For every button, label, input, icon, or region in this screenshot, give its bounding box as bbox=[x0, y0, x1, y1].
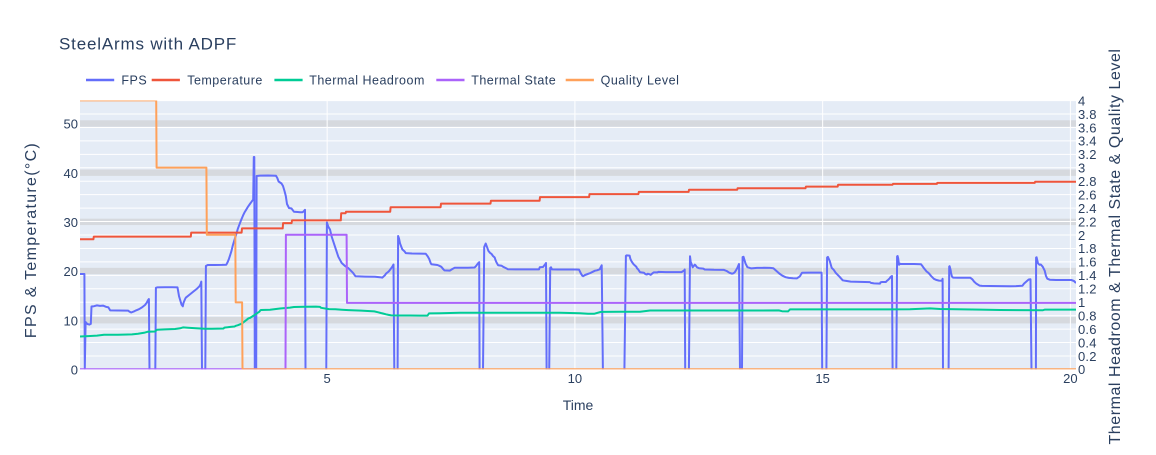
svg-text:3.4: 3.4 bbox=[1078, 134, 1097, 149]
svg-text:50: 50 bbox=[64, 117, 78, 132]
svg-text:1.6: 1.6 bbox=[1078, 255, 1097, 270]
svg-text:1.2: 1.2 bbox=[1078, 282, 1097, 297]
svg-text:Thermal Headroom: Thermal Headroom bbox=[309, 73, 425, 87]
svg-text:Thermal Headroom & Thermal Sta: Thermal Headroom & Thermal State & Quali… bbox=[1107, 48, 1124, 444]
svg-text:1: 1 bbox=[1078, 295, 1085, 310]
svg-text:15: 15 bbox=[815, 371, 829, 386]
svg-text:FPS: FPS bbox=[121, 73, 147, 87]
svg-text:SteelArms with ADPF: SteelArms with ADPF bbox=[59, 34, 237, 53]
svg-text:5: 5 bbox=[323, 371, 330, 386]
svg-text:Temperature: Temperature bbox=[187, 73, 263, 87]
svg-text:0: 0 bbox=[71, 363, 78, 378]
svg-text:4: 4 bbox=[1078, 93, 1085, 108]
svg-text:3.8: 3.8 bbox=[1078, 107, 1097, 122]
svg-text:3.6: 3.6 bbox=[1078, 120, 1097, 135]
svg-text:20: 20 bbox=[1063, 371, 1077, 386]
svg-text:1.8: 1.8 bbox=[1078, 241, 1097, 256]
svg-text:2.6: 2.6 bbox=[1078, 188, 1097, 203]
svg-text:30: 30 bbox=[64, 215, 78, 230]
svg-text:Quality Level: Quality Level bbox=[601, 73, 680, 87]
svg-text:3.2: 3.2 bbox=[1078, 147, 1097, 162]
svg-text:3: 3 bbox=[1078, 161, 1085, 176]
svg-text:2.2: 2.2 bbox=[1078, 214, 1097, 229]
svg-text:2.8: 2.8 bbox=[1078, 174, 1097, 189]
svg-text:0: 0 bbox=[1078, 362, 1085, 377]
svg-text:Thermal State: Thermal State bbox=[471, 73, 556, 87]
svg-text:10: 10 bbox=[64, 313, 78, 328]
svg-text:0.4: 0.4 bbox=[1078, 335, 1097, 350]
svg-text:1.4: 1.4 bbox=[1078, 268, 1097, 283]
svg-text:10: 10 bbox=[568, 371, 582, 386]
svg-text:2: 2 bbox=[1078, 228, 1085, 243]
svg-text:40: 40 bbox=[64, 166, 78, 181]
svg-text:20: 20 bbox=[64, 264, 78, 279]
svg-text:0.6: 0.6 bbox=[1078, 322, 1097, 337]
svg-text:2.4: 2.4 bbox=[1078, 201, 1097, 216]
svg-text:0.8: 0.8 bbox=[1078, 308, 1097, 323]
svg-text:Time: Time bbox=[563, 397, 594, 413]
svg-text:FPS & Temperature(°C): FPS & Temperature(°C) bbox=[23, 142, 40, 338]
svg-text:0.2: 0.2 bbox=[1078, 349, 1097, 364]
